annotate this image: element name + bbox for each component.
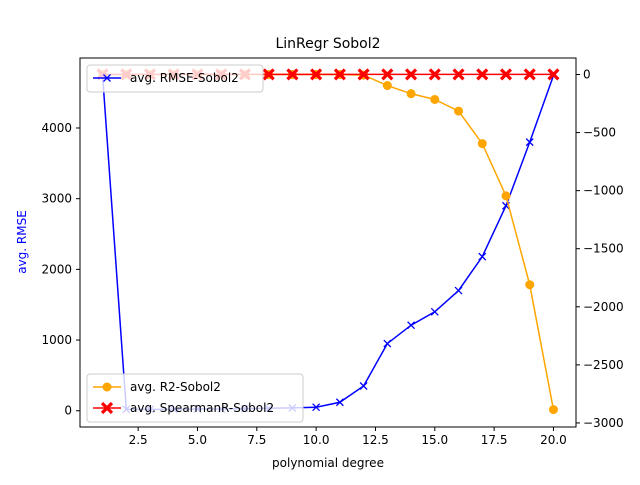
legend-entry-label: avg. SpearmanR-Sobol2	[130, 401, 274, 415]
series-point	[525, 280, 535, 290]
y-left-tick-label: 0	[64, 404, 72, 418]
x-tick-label: 2.5	[129, 433, 148, 447]
series-point	[310, 68, 323, 81]
x-tick-label: 5.0	[188, 433, 207, 447]
series-point	[312, 403, 321, 412]
y-right-tick-label: 0	[583, 67, 591, 81]
y-left-tick-label: 3000	[41, 192, 72, 206]
series-point	[430, 94, 440, 104]
series-point	[547, 68, 560, 81]
series-point	[452, 68, 465, 81]
series-point	[428, 68, 441, 81]
series-point	[454, 106, 464, 116]
series-point	[333, 68, 346, 81]
plot-frame	[79, 57, 577, 428]
y-right-tick-label: −2500	[583, 358, 624, 372]
x-tick-label: 12.5	[362, 433, 389, 447]
series-point	[383, 339, 392, 348]
x-axis-title: polynomial degree	[272, 456, 384, 470]
y-right-tick-label: −1500	[583, 242, 624, 256]
series-point	[407, 321, 416, 330]
series-point	[476, 68, 489, 81]
x-tick-label: 15.0	[421, 433, 448, 447]
series-point	[286, 68, 299, 81]
series-point	[404, 68, 418, 81]
y-right-tick-label: −3000	[583, 416, 624, 430]
y-axis-left-title: avg. RMSE	[15, 210, 29, 274]
series-point	[102, 382, 112, 392]
y-left-tick-label: 4000	[41, 121, 72, 135]
x-tick-label: 17.5	[481, 433, 508, 447]
series-point	[103, 74, 111, 82]
series-point	[478, 252, 487, 261]
series-point	[406, 89, 416, 99]
y-right-tick-label: −1000	[583, 184, 624, 198]
x-tick-label: 7.5	[247, 433, 266, 447]
series-point	[454, 286, 463, 295]
y-left-tick-label: 2000	[41, 262, 72, 276]
series-point	[357, 68, 370, 81]
y-left-tick-label: 1000	[41, 333, 72, 347]
series-point	[430, 307, 439, 316]
legend-group: avg. RMSE-Sobol2 avg. R2-Sobol2 avg. Spear…	[86, 64, 304, 423]
legend-box	[86, 373, 304, 423]
series-point	[548, 405, 558, 415]
series-point	[382, 81, 392, 91]
series-point	[359, 382, 368, 390]
series-point	[335, 398, 344, 407]
plot-border	[79, 57, 577, 428]
chart-title: LinRegr Sobol2	[275, 36, 380, 52]
series-point	[501, 191, 511, 201]
axes-group: 2.5 5.0 7.5 10.0 12.5 15.0 17.5 20.0 0 1000 2000 30…	[41, 67, 623, 447]
legend-entry-label: avg. R2-Sobol2	[130, 380, 221, 394]
series-point	[523, 68, 536, 81]
legend-box	[86, 64, 264, 93]
series-point	[381, 68, 394, 81]
series-point	[525, 138, 534, 147]
y-right-tick-label: −2000	[583, 300, 624, 314]
y-right-tick-label: −500	[583, 126, 616, 140]
x-tick-label: 10.0	[303, 433, 330, 447]
series-point	[477, 139, 487, 149]
legend-entry-label: avg. RMSE-Sobol2	[130, 71, 239, 85]
series-point	[100, 401, 114, 415]
series-point	[499, 68, 513, 81]
series-point	[262, 68, 275, 81]
x-tick-label: 20.0	[540, 433, 567, 447]
